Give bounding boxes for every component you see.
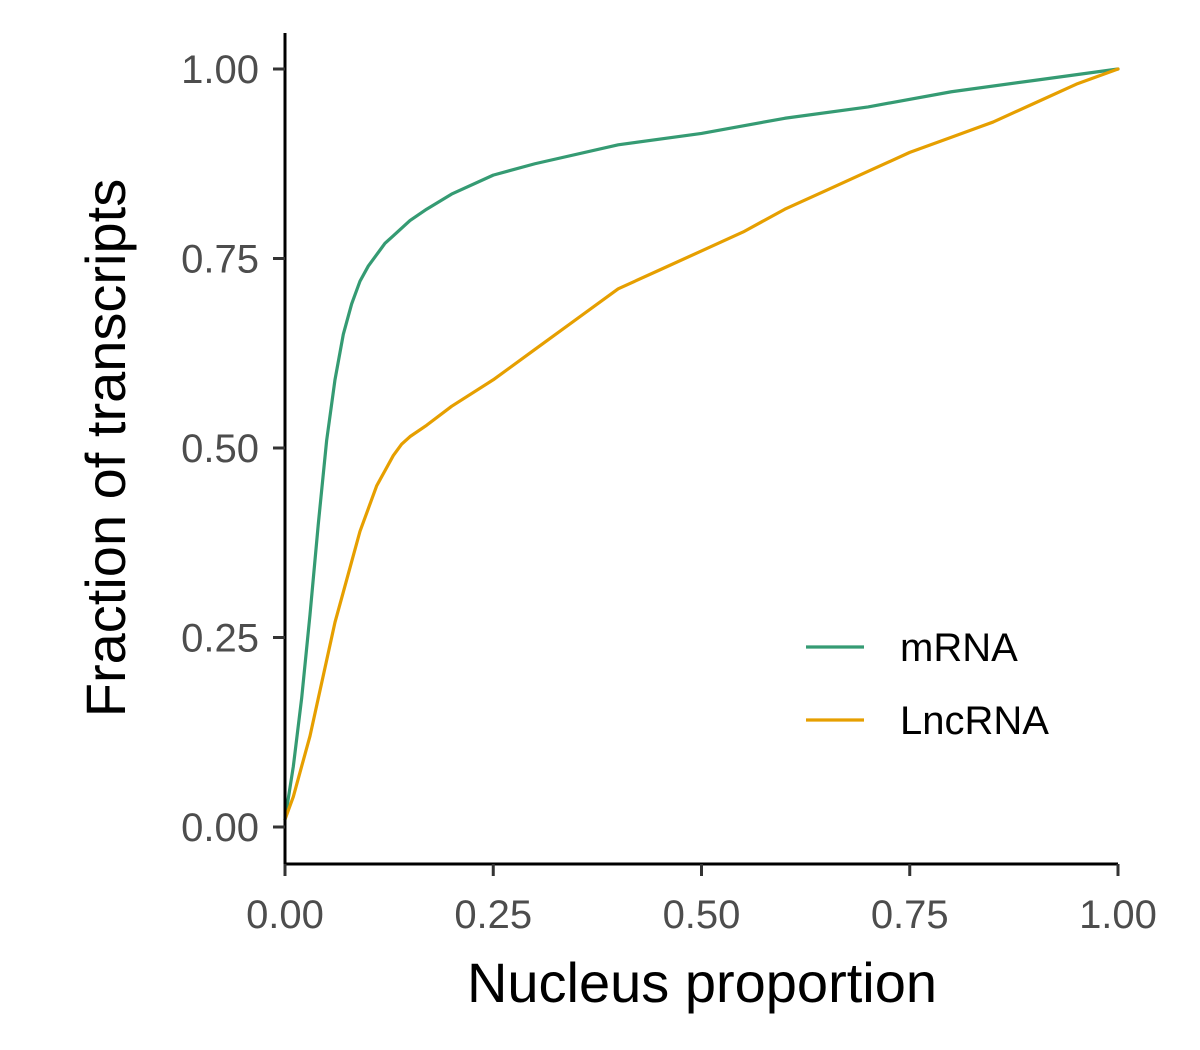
y-tick-label: 0.75 [181, 238, 259, 282]
y-axis-title: Fraction of transcripts [74, 179, 137, 717]
x-tick-label: 0.50 [663, 893, 741, 937]
x-tick-label: 0.75 [871, 893, 949, 937]
legend-label-mrna: mRNA [900, 626, 1018, 670]
x-tick-label: 0.25 [454, 893, 532, 937]
legend-label-lncrna: LncRNA [900, 699, 1049, 743]
y-tick-label: 0.25 [181, 617, 259, 661]
series-line-lncrna [283, 67, 1120, 822]
x-axis-ticks: 0.00 0.25 0.50 0.75 1.00 [246, 864, 1157, 937]
x-tick-label: 0.00 [246, 893, 324, 937]
y-tick-label: 0.00 [181, 806, 259, 850]
y-tick-label: 0.50 [181, 427, 259, 471]
y-tick-label: 1.00 [181, 48, 259, 92]
legend: mRNA LncRNA [806, 626, 1049, 743]
series-line-mrna [283, 67, 1120, 822]
series-layer [283, 67, 1120, 822]
y-axis-ticks: 0.00 0.25 0.50 0.75 1.00 [181, 48, 285, 850]
x-tick-label: 1.00 [1079, 893, 1157, 937]
x-axis-title: Nucleus proportion [467, 951, 937, 1014]
